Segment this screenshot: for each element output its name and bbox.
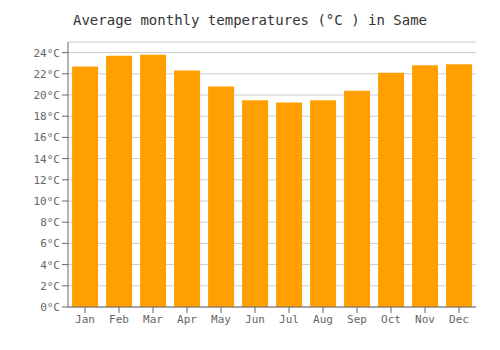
svg-text:May: May (211, 313, 231, 326)
svg-text:Jul: Jul (279, 313, 299, 326)
svg-text:Mar: Mar (143, 313, 163, 326)
svg-text:4°C: 4°C (40, 259, 60, 272)
svg-text:16°C: 16°C (34, 131, 61, 144)
svg-text:0°C: 0°C (40, 301, 60, 314)
svg-text:14°C: 14°C (34, 153, 61, 166)
svg-text:Feb: Feb (109, 313, 129, 326)
svg-text:Aug: Aug (313, 313, 333, 326)
svg-text:20°C: 20°C (34, 89, 61, 102)
svg-text:Jan: Jan (75, 313, 95, 326)
svg-text:6°C: 6°C (40, 237, 60, 250)
svg-text:12°C: 12°C (34, 174, 61, 187)
svg-text:18°C: 18°C (34, 110, 61, 123)
svg-text:Sep: Sep (347, 313, 367, 326)
svg-text:Nov: Nov (415, 313, 435, 326)
svg-text:24°C: 24°C (34, 47, 61, 60)
svg-text:2°C: 2°C (40, 280, 60, 293)
svg-text:8°C: 8°C (40, 216, 60, 229)
svg-text:Oct: Oct (381, 313, 401, 326)
svg-text:Dec: Dec (449, 313, 469, 326)
svg-text:22°C: 22°C (34, 68, 61, 81)
svg-text:10°C: 10°C (34, 195, 61, 208)
svg-text:Jun: Jun (245, 313, 265, 326)
svg-text:Apr: Apr (177, 313, 197, 326)
html-text:Average monthly temperatures (: Average monthly temperatures (°C ) in Sa… (73, 12, 427, 28)
